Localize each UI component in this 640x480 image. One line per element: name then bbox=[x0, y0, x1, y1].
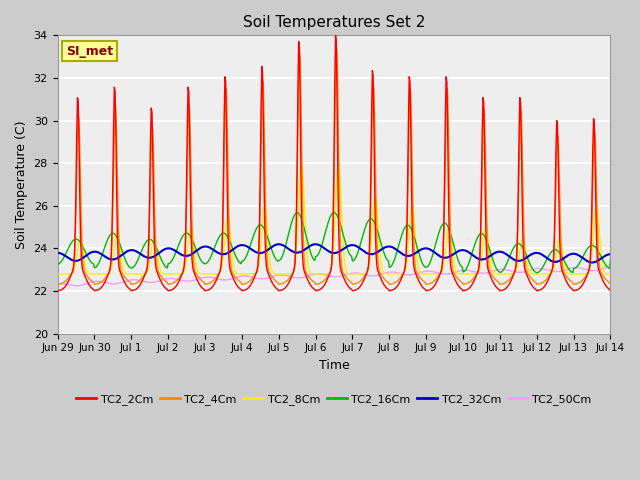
TC2_32Cm bbox=[588, 260, 596, 265]
Line: TC2_50Cm: TC2_50Cm bbox=[58, 267, 611, 286]
TC2_16Cm bbox=[607, 256, 614, 262]
TC2_4Cm bbox=[607, 282, 614, 288]
TC2_16Cm bbox=[533, 270, 541, 276]
TC2_16Cm bbox=[380, 250, 388, 255]
TC2_16Cm bbox=[435, 231, 442, 237]
TC2_50Cm bbox=[557, 268, 564, 274]
TC2_4Cm bbox=[326, 271, 333, 277]
TC2_16Cm bbox=[175, 241, 182, 247]
TC2_16Cm bbox=[199, 260, 207, 265]
TC2_4Cm bbox=[54, 281, 61, 287]
TC2_50Cm bbox=[380, 270, 388, 276]
TC2_8Cm bbox=[435, 271, 442, 277]
TC2_50Cm bbox=[73, 283, 81, 288]
TC2_4Cm bbox=[175, 275, 182, 281]
TC2_2Cm bbox=[435, 275, 442, 281]
TC2_2Cm bbox=[54, 288, 61, 294]
TC2_32Cm bbox=[54, 250, 61, 256]
TC2_2Cm bbox=[557, 257, 564, 263]
Line: TC2_8Cm: TC2_8Cm bbox=[58, 163, 611, 274]
TC2_2Cm bbox=[332, 32, 339, 38]
TC2_32Cm bbox=[435, 252, 442, 258]
TC2_4Cm bbox=[199, 278, 207, 284]
X-axis label: Time: Time bbox=[319, 359, 349, 372]
TC2_50Cm bbox=[54, 281, 61, 287]
Y-axis label: Soil Temperature (C): Soil Temperature (C) bbox=[15, 120, 28, 249]
TC2_2Cm bbox=[380, 282, 388, 288]
TC2_50Cm bbox=[326, 274, 334, 279]
TC2_2Cm bbox=[326, 272, 333, 277]
Title: Soil Temperatures Set 2: Soil Temperatures Set 2 bbox=[243, 15, 425, 30]
TC2_8Cm bbox=[326, 269, 334, 275]
TC2_8Cm bbox=[199, 271, 207, 277]
TC2_50Cm bbox=[200, 275, 207, 280]
TC2_2Cm bbox=[175, 278, 182, 284]
TC2_50Cm bbox=[607, 264, 614, 270]
TC2_32Cm bbox=[275, 241, 282, 247]
TC2_32Cm bbox=[175, 250, 182, 256]
TC2_8Cm bbox=[298, 160, 305, 166]
TC2_16Cm bbox=[330, 210, 338, 216]
TC2_50Cm bbox=[176, 277, 184, 283]
TC2_4Cm bbox=[332, 44, 340, 49]
TC2_2Cm bbox=[607, 288, 614, 294]
TC2_2Cm bbox=[199, 286, 207, 291]
Line: TC2_2Cm: TC2_2Cm bbox=[58, 35, 611, 291]
Text: SI_met: SI_met bbox=[66, 45, 113, 58]
TC2_50Cm bbox=[435, 270, 442, 276]
TC2_32Cm bbox=[557, 257, 564, 263]
TC2_4Cm bbox=[557, 223, 564, 229]
TC2_8Cm bbox=[380, 270, 388, 276]
TC2_8Cm bbox=[557, 237, 564, 242]
TC2_4Cm bbox=[380, 276, 388, 281]
TC2_16Cm bbox=[54, 261, 61, 267]
Line: TC2_4Cm: TC2_4Cm bbox=[58, 47, 611, 285]
TC2_32Cm bbox=[199, 244, 207, 250]
TC2_32Cm bbox=[380, 245, 388, 251]
TC2_32Cm bbox=[607, 252, 614, 257]
TC2_8Cm bbox=[175, 271, 182, 277]
Line: TC2_32Cm: TC2_32Cm bbox=[58, 244, 611, 263]
TC2_16Cm bbox=[326, 216, 333, 222]
TC2_8Cm bbox=[607, 271, 614, 277]
TC2_8Cm bbox=[54, 271, 61, 277]
TC2_4Cm bbox=[435, 273, 442, 279]
TC2_32Cm bbox=[326, 249, 334, 255]
Legend: TC2_2Cm, TC2_4Cm, TC2_8Cm, TC2_16Cm, TC2_32Cm, TC2_50Cm: TC2_2Cm, TC2_4Cm, TC2_8Cm, TC2_16Cm, TC2… bbox=[72, 390, 596, 409]
TC2_16Cm bbox=[557, 252, 565, 258]
Line: TC2_16Cm: TC2_16Cm bbox=[58, 213, 611, 273]
